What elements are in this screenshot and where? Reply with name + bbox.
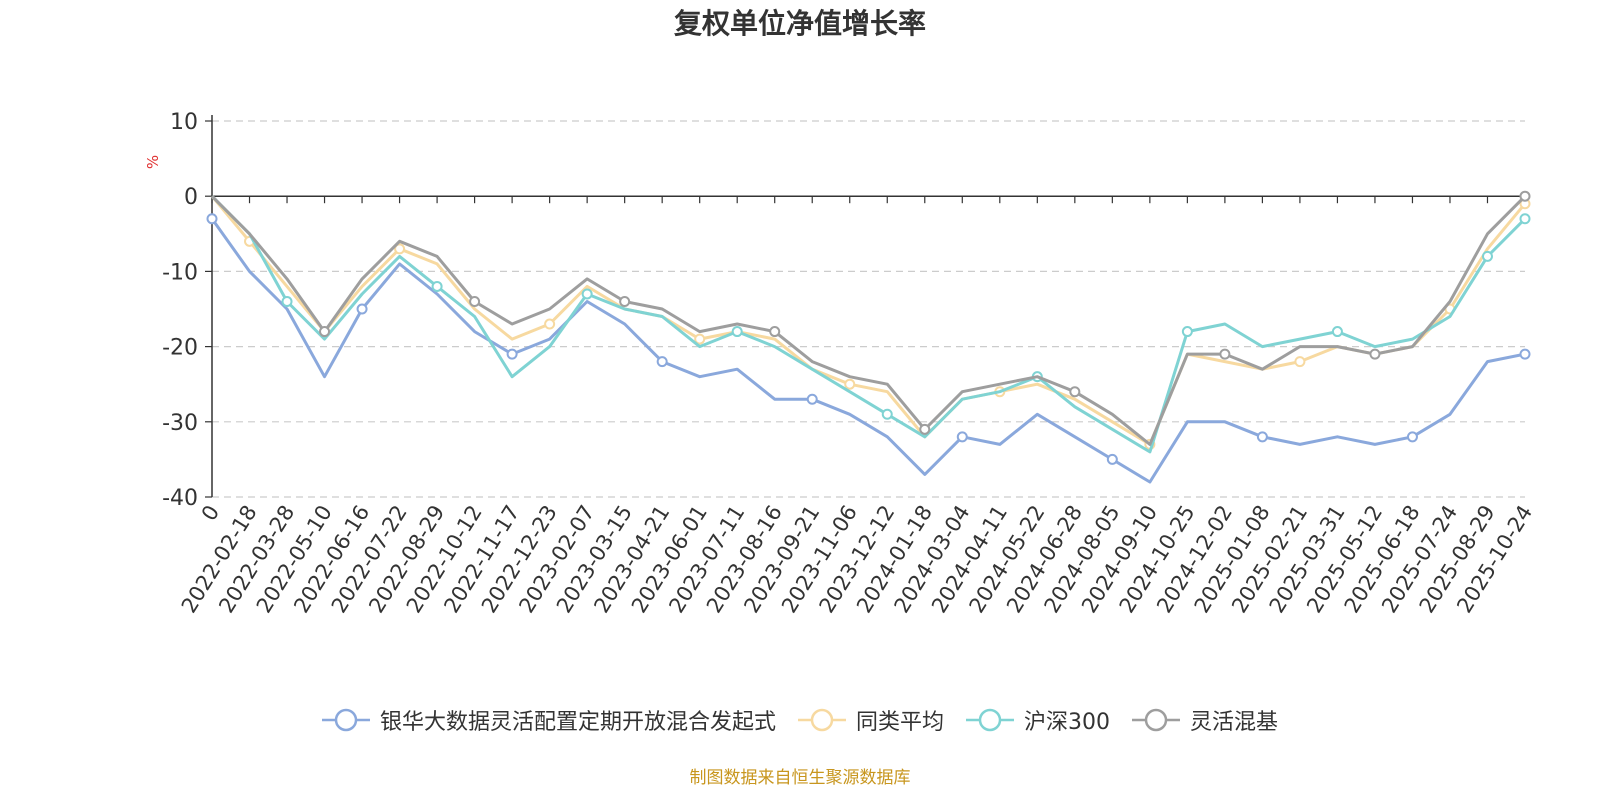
series-point: [431, 280, 443, 292]
series-point: [806, 393, 818, 405]
data-source-note: 制图数据来自恒生聚源数据库: [689, 768, 911, 788]
series-line: [210, 217, 1526, 484]
series-point: [506, 348, 518, 360]
series-point: [731, 326, 743, 338]
series-group: [210, 195, 1531, 454]
legend-label: 同类平均: [855, 710, 944, 735]
series-point: [694, 333, 706, 345]
series-point: [619, 295, 631, 307]
series-point: [394, 243, 406, 255]
series-point: [544, 318, 556, 330]
chart-title: 复权单位净值增长率: [673, 7, 926, 40]
y-tick-label: -30: [162, 411, 198, 436]
series-point: [1406, 431, 1418, 443]
legend-label: 银华大数据灵活配置定期开放混合发起式: [379, 710, 776, 735]
series-group: [206, 213, 1531, 484]
series-point: [1519, 190, 1531, 202]
legend-swatch: [966, 708, 1014, 732]
series-line: [210, 195, 1527, 454]
series-point: [844, 378, 856, 390]
series-point: [1519, 348, 1531, 360]
series-point: [1481, 250, 1493, 262]
series-point: [1106, 453, 1118, 465]
series-line: [210, 195, 1527, 446]
series-point: [356, 303, 368, 315]
series-point: [206, 213, 218, 225]
legend-swatch: [797, 708, 846, 732]
x-tick-label: 0: [197, 501, 224, 525]
series-group: [210, 195, 1531, 450]
series-point: [1294, 356, 1306, 368]
series-line: [210, 195, 1527, 446]
legend-item[interactable]: 银华大数据灵活配置定期开放混合发起式: [321, 704, 776, 736]
y-tick-label: -10: [162, 260, 198, 285]
chart-legend: 银华大数据灵活配置定期开放混合发起式 同类平均 沪深300 灵活混基: [0, 704, 1600, 736]
series-point: [1519, 213, 1531, 225]
legend-swatch-marker: [334, 708, 358, 732]
legend-item[interactable]: 灵活混基: [1132, 704, 1278, 736]
legend-label: 灵活混基: [1190, 710, 1279, 735]
y-tick-label: 10: [170, 110, 198, 135]
series-point: [581, 288, 593, 300]
series-point: [1181, 326, 1193, 338]
y-axis-label: %: [144, 155, 162, 169]
y-tick-label: -40: [162, 486, 198, 511]
y-tick-label: 0: [184, 185, 198, 210]
series-point: [769, 326, 781, 338]
legend-swatch: [321, 708, 370, 732]
series-point: [919, 423, 931, 435]
series-point: [1219, 348, 1231, 360]
series-point: [881, 408, 893, 420]
legend-swatch-marker: [1144, 708, 1168, 732]
series-point: [1369, 348, 1381, 360]
legend-item[interactable]: 沪深300: [966, 704, 1110, 736]
legend-swatch: [1132, 708, 1180, 732]
series-point: [469, 295, 481, 307]
series-point: [656, 356, 668, 368]
legend-swatch-marker: [978, 708, 1002, 732]
series-point: [319, 326, 331, 338]
legend-label: 沪深300: [1024, 710, 1110, 735]
series-group: [210, 190, 1531, 446]
series-point: [1069, 386, 1081, 398]
legend-swatch-marker: [810, 708, 834, 732]
series-point: [1331, 326, 1343, 338]
series-point: [956, 431, 968, 443]
legend-item[interactable]: 同类平均: [797, 704, 944, 736]
series-point: [281, 295, 293, 307]
series-point: [1256, 431, 1268, 443]
y-tick-label: -20: [162, 336, 198, 361]
